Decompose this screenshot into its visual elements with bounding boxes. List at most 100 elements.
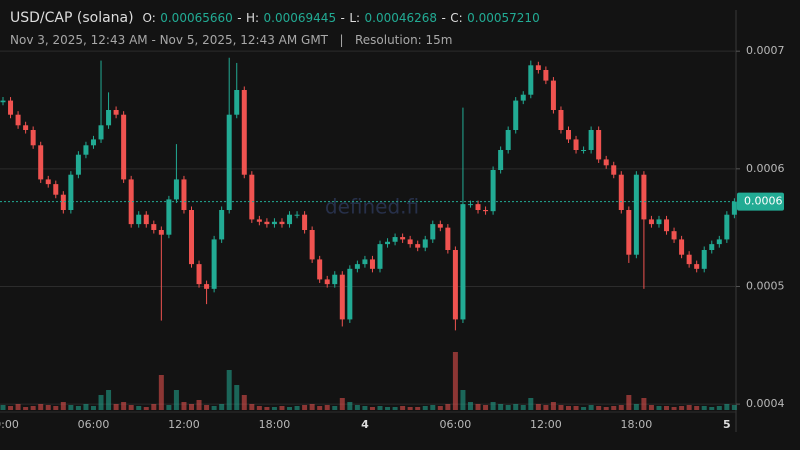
candle-body — [8, 100, 14, 115]
volume-bar — [467, 402, 473, 410]
candle-body — [513, 100, 519, 130]
candle-body — [641, 174, 647, 220]
volume-bar — [226, 370, 232, 410]
volume-bar — [219, 404, 225, 410]
candle-body — [241, 90, 247, 175]
candle-body — [0, 100, 6, 103]
candle-body — [505, 130, 511, 150]
candle-body — [98, 125, 104, 140]
volume-bar — [241, 395, 247, 410]
volume-bar — [339, 398, 345, 410]
volume-bar — [106, 390, 112, 410]
volume-bar — [158, 375, 164, 410]
y-tick-label: 0.0004 — [746, 397, 785, 410]
volume-bar — [520, 405, 526, 410]
volume-bar — [422, 406, 428, 410]
volume-bar — [407, 407, 413, 410]
volume-bar — [415, 407, 421, 410]
volume-bar — [369, 407, 375, 410]
separator: - — [441, 11, 446, 25]
volume-bar — [377, 406, 383, 410]
candle-body — [121, 114, 127, 180]
volume-bar — [309, 404, 315, 410]
volume-bar — [189, 404, 194, 410]
candle-body — [633, 174, 639, 255]
candle-body — [302, 214, 308, 230]
candle-body — [422, 239, 428, 248]
candle-body — [558, 110, 564, 130]
candle-body — [430, 224, 436, 240]
volume-bar — [83, 404, 89, 410]
volume-bar — [641, 398, 647, 410]
x-tick-label: 00:00 — [0, 418, 19, 431]
volume-bar — [0, 405, 6, 410]
candle-body — [701, 250, 707, 269]
volume-bar — [53, 406, 59, 410]
candle-body — [385, 241, 391, 245]
candle-body — [686, 254, 692, 265]
volume-bar — [581, 407, 587, 410]
candle-body — [83, 145, 89, 155]
candle-body — [196, 264, 202, 285]
candle-body — [490, 170, 496, 212]
candle-body — [648, 219, 654, 225]
volume-bar — [573, 406, 579, 410]
ohlc-label: H: — [246, 11, 260, 25]
candle-body — [279, 221, 285, 225]
candle-body — [437, 224, 443, 228]
volume-bar — [30, 406, 36, 410]
candle-body — [460, 204, 466, 320]
volume-bar — [603, 407, 609, 410]
volume-bar — [362, 406, 368, 410]
candle-body — [535, 65, 541, 70]
volume-bar — [354, 405, 360, 410]
volume-bar — [724, 404, 730, 410]
volume-bar — [543, 405, 549, 410]
candle-body — [731, 201, 737, 215]
volume-bar — [633, 404, 639, 410]
candle-body — [181, 179, 187, 210]
volume-bar — [196, 400, 202, 410]
candle-body — [694, 264, 700, 269]
candle-body — [354, 264, 360, 269]
volume-bar — [664, 406, 670, 410]
volume-bar — [400, 406, 406, 410]
volume-bar — [128, 405, 134, 410]
volume-bar — [249, 404, 255, 410]
volume-bar — [256, 406, 262, 410]
volume-bar — [324, 405, 330, 410]
volume-bar — [452, 352, 458, 410]
subtitle-row: Nov 3, 2025, 12:43 AM - Nov 5, 2025, 12:… — [10, 33, 453, 47]
candle-body — [113, 110, 119, 115]
watermark: defined.fi — [325, 195, 419, 219]
separator: - — [237, 11, 242, 25]
volume-bar — [23, 407, 29, 410]
candle-body — [415, 244, 421, 248]
volume-bar — [648, 405, 654, 410]
candle-body — [603, 159, 609, 166]
ohlc-label: C: — [450, 11, 463, 25]
y-tick-label: 0.0006 — [746, 162, 785, 175]
volume-bar — [143, 407, 149, 410]
x-tick-label: 5 — [723, 418, 731, 431]
volume-bar — [75, 406, 81, 410]
volume-bar — [113, 404, 119, 410]
volume-bar — [437, 406, 443, 410]
resolution: Resolution: 15m — [354, 33, 453, 47]
candle-body — [656, 219, 662, 225]
candle-body — [543, 70, 549, 81]
candle-body — [445, 227, 451, 250]
candle-body — [709, 244, 715, 250]
ohlc-value: 0.00065660 — [160, 11, 233, 25]
volume-bar — [151, 404, 157, 410]
candle-body — [264, 221, 270, 225]
volume-bar — [234, 385, 240, 410]
volume-bar — [671, 407, 677, 410]
candle-body — [249, 174, 255, 220]
volume-bar — [264, 407, 270, 410]
candle-body — [679, 239, 685, 255]
volume-bar — [302, 405, 308, 410]
candle-body — [173, 179, 179, 200]
volume-bar — [98, 395, 104, 410]
candle-body — [671, 231, 677, 240]
